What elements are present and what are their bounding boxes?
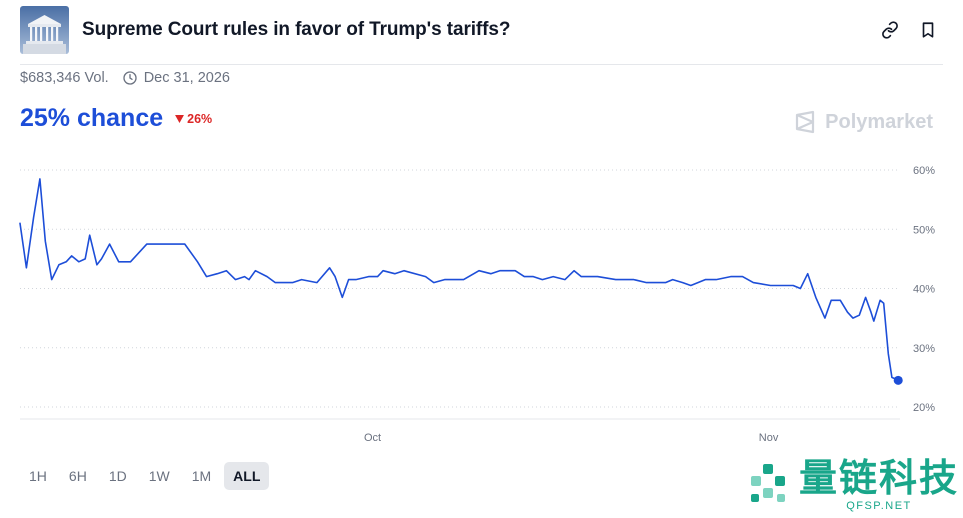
chance-value: 25% chance: [20, 104, 164, 132]
x-tick-label: Oct: [364, 432, 381, 444]
copy-link-button[interactable]: [879, 19, 901, 41]
brand-name: Polymarket: [825, 110, 933, 133]
watermark-text-en: QFSP.NET: [846, 500, 912, 512]
time-range-selector: 1H 6H 1D 1W 1M ALL: [20, 462, 270, 490]
end-date-label: Dec 31, 2026: [143, 70, 230, 86]
volume-label: $683,346 Vol.: [20, 70, 109, 86]
clock-icon: [123, 71, 137, 85]
y-tick-label: 20%: [913, 402, 935, 414]
supreme-court-image: [20, 6, 69, 54]
watermark: 量链科技 QFSP.NET: [747, 458, 959, 512]
bookmark-button[interactable]: [917, 19, 939, 41]
y-tick-label: 30%: [913, 343, 935, 355]
range-1h-button[interactable]: 1H: [29, 468, 47, 484]
watermark-logo-icon: [750, 464, 785, 502]
range-1w-button[interactable]: 1W: [148, 468, 170, 484]
polymarket-logo: Polymarket: [793, 110, 933, 134]
price-chart[interactable]: 20% 30% 40% 50% 60% Oct Nov: [0, 150, 963, 450]
market-header: Supreme Court rules in favor of Trump's …: [20, 6, 943, 54]
link-icon: [882, 21, 898, 39]
current-value-dot: [893, 375, 903, 385]
change-badge: 26%: [175, 112, 212, 126]
series-line-yes: [19, 178, 900, 382]
market-meta: $683,346 Vol. Dec 31, 2026: [20, 70, 230, 86]
y-tick-label: 60%: [913, 165, 935, 177]
market-title: Supreme Court rules in favor of Trump's …: [82, 19, 511, 40]
watermark-text-cn: 量链科技: [798, 456, 959, 500]
chance-row: 25% chance 26%: [20, 104, 212, 133]
y-tick-label: 40%: [913, 284, 935, 296]
x-tick-label: Nov: [759, 432, 779, 444]
y-tick-label: 50%: [913, 224, 935, 236]
range-all-button[interactable]: ALL: [224, 462, 270, 490]
range-1m-button[interactable]: 1M: [191, 468, 212, 484]
end-date: Dec 31, 2026: [122, 70, 230, 86]
triangle-down-icon: [175, 114, 185, 123]
polymarket-icon: [796, 110, 815, 134]
range-6h-button[interactable]: 6H: [68, 468, 87, 484]
change-value: 26%: [187, 111, 213, 126]
header-divider: [20, 64, 943, 65]
market-thumbnail[interactable]: [20, 6, 69, 54]
bookmark-icon: [922, 22, 934, 38]
range-1d-button[interactable]: 1D: [108, 468, 127, 484]
